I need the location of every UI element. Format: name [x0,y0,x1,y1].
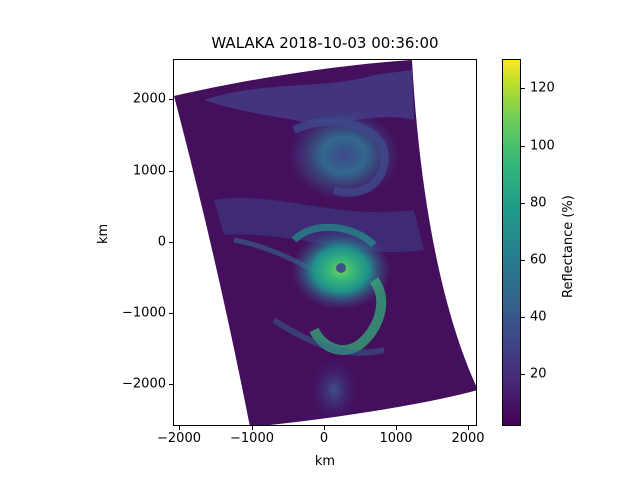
colorbar-tick-label: 20 [530,366,547,382]
y-tick-mark [169,171,173,172]
colorbar-tick-label: 80 [530,195,547,211]
colorbar [502,59,521,426]
y-tick-label: 1000 [132,163,166,179]
x-tick-mark [396,426,397,430]
colorbar-tick-label: 60 [530,252,547,268]
x-tick-label: 0 [319,431,329,446]
satellite-swath-image [174,60,476,425]
x-tick-label: −2000 [157,431,201,446]
colorbar-tick-mark [521,260,525,261]
y-tick-mark [169,313,173,314]
x-axis-label: km [314,454,336,469]
colorbar-tick-mark [521,88,525,89]
satellite-image-panel [173,59,477,426]
y-tick-mark [169,384,173,385]
x-tick-mark [252,426,253,430]
colorbar-tick-label: 120 [530,80,555,96]
x-tick-label: 2000 [451,431,485,446]
colorbar-label: Reflectance (%) [561,195,576,298]
x-tick-mark [468,426,469,430]
x-tick-label: 1000 [379,431,413,446]
x-tick-label: −1000 [230,431,274,446]
colorbar-tick-mark [521,203,525,204]
colorbar-tick-label: 40 [530,309,547,325]
y-tick-label: −1000 [122,305,166,321]
x-tick-mark [179,426,180,430]
y-tick-label: 2000 [132,91,166,107]
y-axis-label: km [96,223,111,244]
y-tick-label: 0 [157,234,166,250]
y-tick-mark [169,242,173,243]
x-tick-mark [324,426,325,430]
y-tick-mark [169,99,173,100]
colorbar-tick-mark [521,317,525,318]
chart-title: WALAKA 2018-10-03 00:36:00 [211,34,439,52]
y-tick-label: −2000 [122,376,166,392]
colorbar-tick-mark [521,374,525,375]
colorbar-tick-label: 100 [530,138,555,154]
colorbar-tick-mark [521,146,525,147]
